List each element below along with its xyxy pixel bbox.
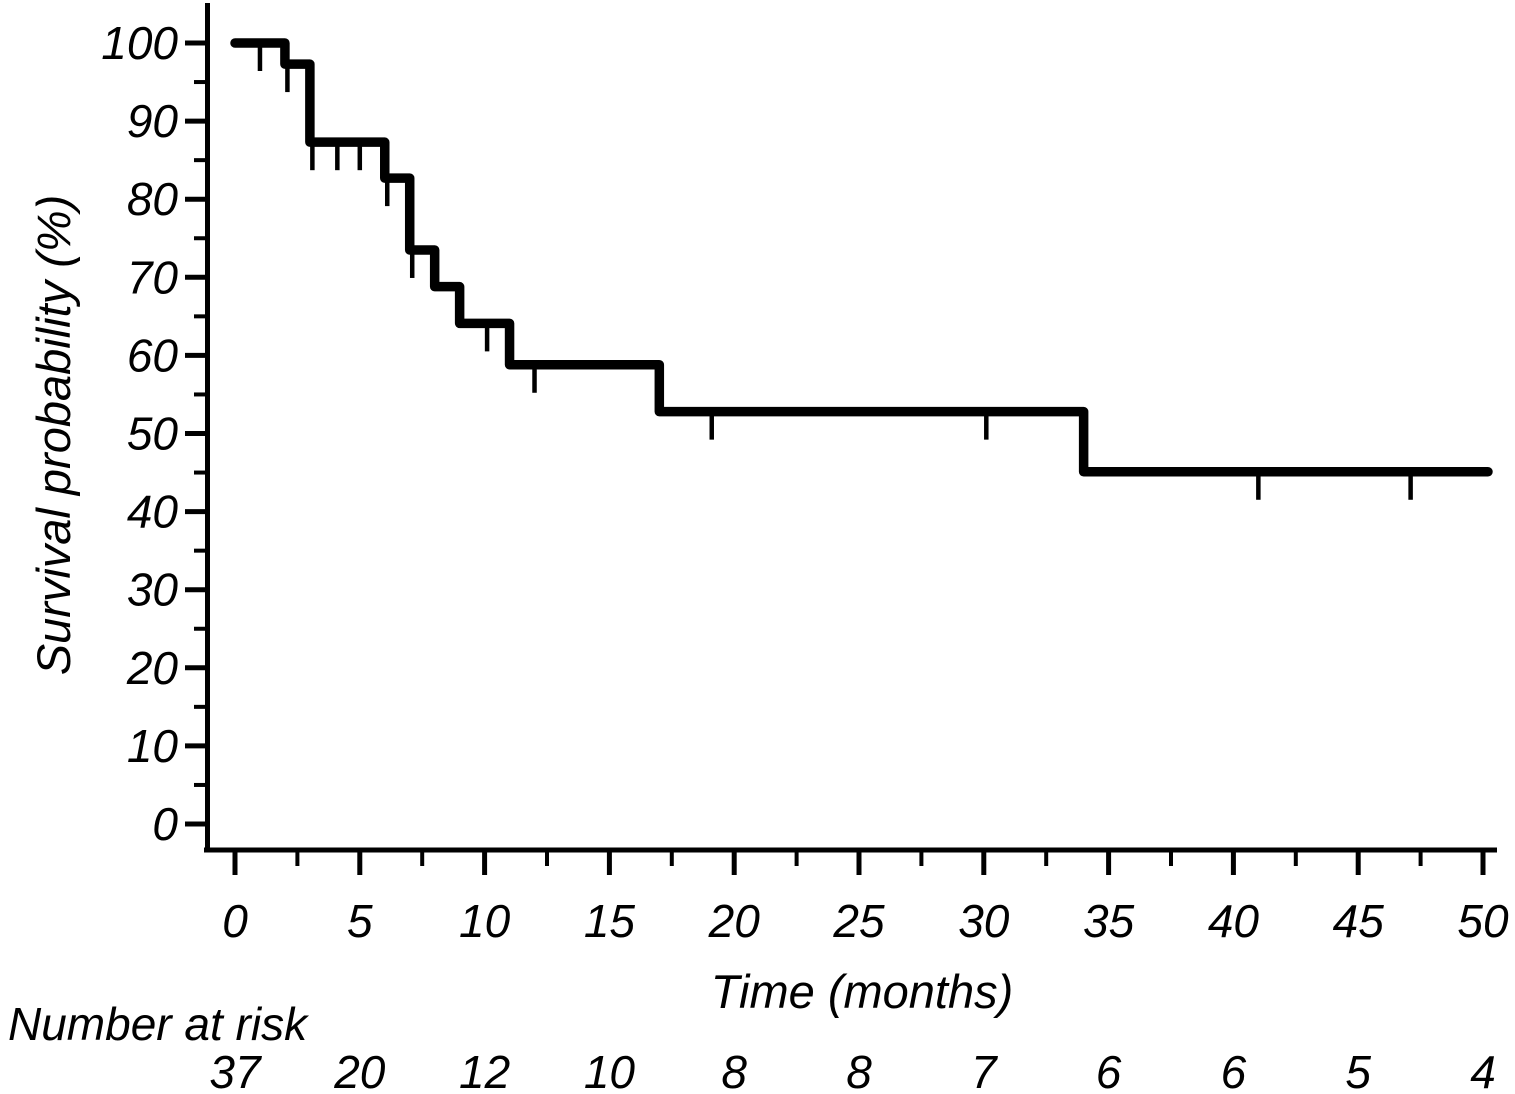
x-tick-label: 50 <box>1457 895 1509 947</box>
censor-marks-layer <box>257 47 1413 500</box>
x-tick-label: 15 <box>584 895 636 947</box>
number-at-risk-label: Number at risk <box>8 998 309 1050</box>
tick-labels: 0 10 20 30 40 50 60 70 80 90 100 0 5 10 15 20 25 30 35 40 45… <box>101 17 1509 947</box>
y-tick-label: 70 <box>127 251 179 303</box>
x-tick-label: 0 <box>222 895 248 947</box>
risk-count: 7 <box>971 1046 998 1094</box>
x-tick-label: 20 <box>708 895 761 947</box>
risk-count: 37 <box>209 1046 262 1094</box>
x-tick-label: 35 <box>1083 895 1135 947</box>
y-axis-title: Survival probability (%) <box>27 195 80 676</box>
y-tick-label: 40 <box>127 486 179 538</box>
y-tick-label: 30 <box>127 564 179 616</box>
risk-count: 4 <box>1470 1046 1496 1094</box>
x-tick-label: 45 <box>1333 895 1385 947</box>
y-tick-label: 50 <box>127 408 179 460</box>
y-tick-label: 10 <box>127 720 179 772</box>
x-axis-title: Time (months) <box>711 965 1014 1018</box>
survival-curve <box>230 38 1493 477</box>
x-tick-label: 30 <box>958 895 1010 947</box>
risk-count: 8 <box>846 1046 872 1094</box>
x-tick-label: 40 <box>1208 895 1260 947</box>
y-tick-label: 60 <box>127 329 179 381</box>
y-tick-label: 80 <box>127 173 179 225</box>
y-tick-label: 100 <box>101 17 178 69</box>
risk-count: 5 <box>1345 1046 1371 1094</box>
x-tick-label: 25 <box>832 895 885 947</box>
risk-count: 8 <box>721 1046 747 1094</box>
x-tick-label: 5 <box>347 895 373 947</box>
risk-count: 6 <box>1096 1046 1122 1094</box>
y-tick-label: 20 <box>126 642 179 694</box>
number-at-risk-row: 37 20 12 10 8 8 7 6 6 5 4 <box>209 1046 1495 1094</box>
axes <box>185 3 1497 875</box>
risk-count: 12 <box>459 1046 510 1094</box>
y-tick-label: 90 <box>127 95 179 147</box>
risk-count: 6 <box>1221 1046 1247 1094</box>
y-tick-label: 0 <box>152 798 178 850</box>
risk-count: 20 <box>333 1046 386 1094</box>
survival-curve-layer <box>230 38 1493 477</box>
x-tick-label: 10 <box>459 895 511 947</box>
risk-count: 10 <box>584 1046 636 1094</box>
